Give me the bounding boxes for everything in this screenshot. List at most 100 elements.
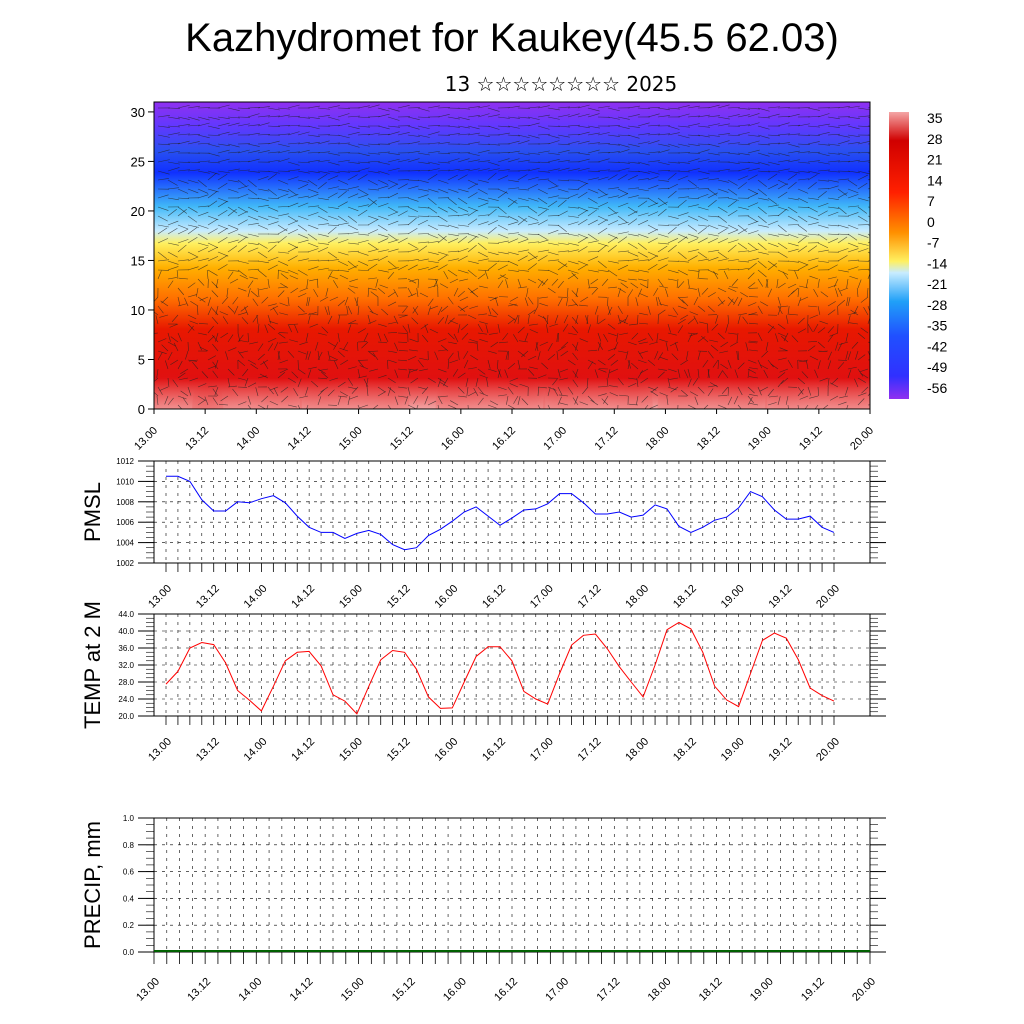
wind-vector bbox=[717, 370, 723, 379]
wind-vector bbox=[787, 113, 800, 118]
wind-vector bbox=[447, 233, 459, 237]
wind-vector bbox=[785, 395, 789, 405]
wind-vector bbox=[777, 372, 786, 379]
wind-vector bbox=[249, 341, 259, 345]
wind-vector bbox=[177, 133, 190, 136]
wind-vector bbox=[577, 125, 590, 129]
wind-vector bbox=[637, 161, 650, 166]
wind-vector bbox=[467, 183, 478, 190]
wind-vector bbox=[363, 332, 369, 342]
wind-vector bbox=[777, 357, 787, 361]
wind-vector bbox=[337, 251, 349, 256]
wind-vector bbox=[637, 370, 643, 379]
wind-vector bbox=[329, 377, 339, 381]
wind-vector bbox=[267, 140, 280, 145]
wind-vector bbox=[367, 258, 379, 262]
wind-vector bbox=[457, 269, 469, 274]
wind-vector bbox=[777, 233, 789, 237]
wind-vector bbox=[847, 297, 851, 307]
wind-vector bbox=[867, 341, 870, 344]
wind-vector bbox=[637, 259, 649, 262]
wind-vector bbox=[807, 160, 820, 163]
wind-vector bbox=[687, 197, 699, 199]
wind-vector bbox=[477, 160, 490, 163]
wind-vector bbox=[427, 188, 439, 193]
wind-vector bbox=[487, 208, 497, 217]
wind-vector bbox=[387, 359, 389, 370]
wind-vector bbox=[747, 122, 760, 127]
wind-vector bbox=[367, 188, 379, 191]
wind-vector bbox=[577, 167, 590, 172]
wind-vector bbox=[797, 197, 808, 204]
wind-vector bbox=[457, 236, 467, 244]
wind-vector bbox=[349, 285, 359, 289]
wind-vector bbox=[769, 395, 779, 398]
wind-vector bbox=[737, 143, 750, 146]
wind-vector bbox=[557, 260, 568, 268]
wind-vector bbox=[537, 161, 550, 164]
wind-vector bbox=[367, 104, 380, 109]
wind-vector bbox=[757, 386, 762, 396]
wind-vector bbox=[469, 339, 479, 343]
wind-vector bbox=[597, 193, 609, 199]
wind-vector bbox=[720, 363, 729, 370]
wind-vector bbox=[747, 168, 760, 172]
wind-vector bbox=[727, 209, 738, 217]
wind-vector bbox=[337, 201, 348, 208]
wind-vector bbox=[814, 369, 819, 379]
wind-vector bbox=[277, 206, 289, 208]
wind-vector bbox=[627, 251, 639, 257]
wind-vector bbox=[277, 290, 285, 298]
wind-vector bbox=[537, 105, 550, 109]
wind-vector bbox=[287, 269, 299, 275]
wind-vector bbox=[367, 215, 379, 220]
heatmap-y-tick-label: 0 bbox=[138, 402, 145, 417]
wind-vector bbox=[197, 194, 209, 199]
wind-vector bbox=[749, 367, 759, 370]
wind-vector bbox=[587, 113, 600, 118]
wind-vector bbox=[267, 386, 274, 395]
x-tick-label: 19.00 bbox=[748, 976, 776, 1004]
wind-vector bbox=[647, 359, 656, 366]
wind-vector bbox=[809, 355, 819, 361]
heatmap-x-tick-label: 15.00 bbox=[337, 425, 365, 453]
wind-vector bbox=[457, 116, 470, 121]
wind-vector bbox=[457, 174, 468, 181]
wind-vector bbox=[617, 231, 629, 235]
wind-vector bbox=[847, 152, 860, 154]
wind-vector bbox=[187, 256, 199, 262]
wind-vector bbox=[217, 149, 230, 154]
wind-vector bbox=[707, 192, 718, 199]
wind-vector bbox=[817, 202, 829, 208]
wind-vector bbox=[237, 219, 248, 226]
wind-vector bbox=[827, 360, 832, 370]
wind-vector bbox=[177, 169, 190, 172]
wind-vector bbox=[547, 195, 559, 199]
wind-vector bbox=[847, 205, 859, 208]
wind-vector bbox=[627, 218, 638, 226]
wind-vector bbox=[427, 168, 440, 172]
wind-vector bbox=[607, 211, 619, 217]
wind-vector bbox=[507, 197, 518, 204]
wind-vector bbox=[467, 244, 477, 253]
wind-vector bbox=[339, 347, 349, 352]
wind-vector bbox=[837, 106, 850, 109]
wind-vector bbox=[297, 141, 310, 145]
wind-vector bbox=[207, 242, 219, 248]
wind-vector bbox=[637, 359, 647, 364]
wind-vector bbox=[359, 404, 369, 409]
wind-vector bbox=[837, 342, 843, 352]
wind-vector bbox=[572, 370, 579, 379]
wind-vector bbox=[477, 332, 487, 335]
wind-vector bbox=[637, 338, 647, 343]
wind-vector bbox=[587, 395, 595, 403]
wind-vector bbox=[227, 368, 235, 376]
wind-vector bbox=[361, 341, 369, 349]
wind-vector bbox=[477, 134, 490, 137]
wind-vector bbox=[407, 116, 420, 120]
wind-vector bbox=[239, 340, 249, 343]
wind-vector bbox=[597, 158, 610, 163]
wind-vector bbox=[447, 168, 460, 172]
wind-vector bbox=[641, 395, 649, 403]
wind-vector bbox=[320, 386, 329, 393]
